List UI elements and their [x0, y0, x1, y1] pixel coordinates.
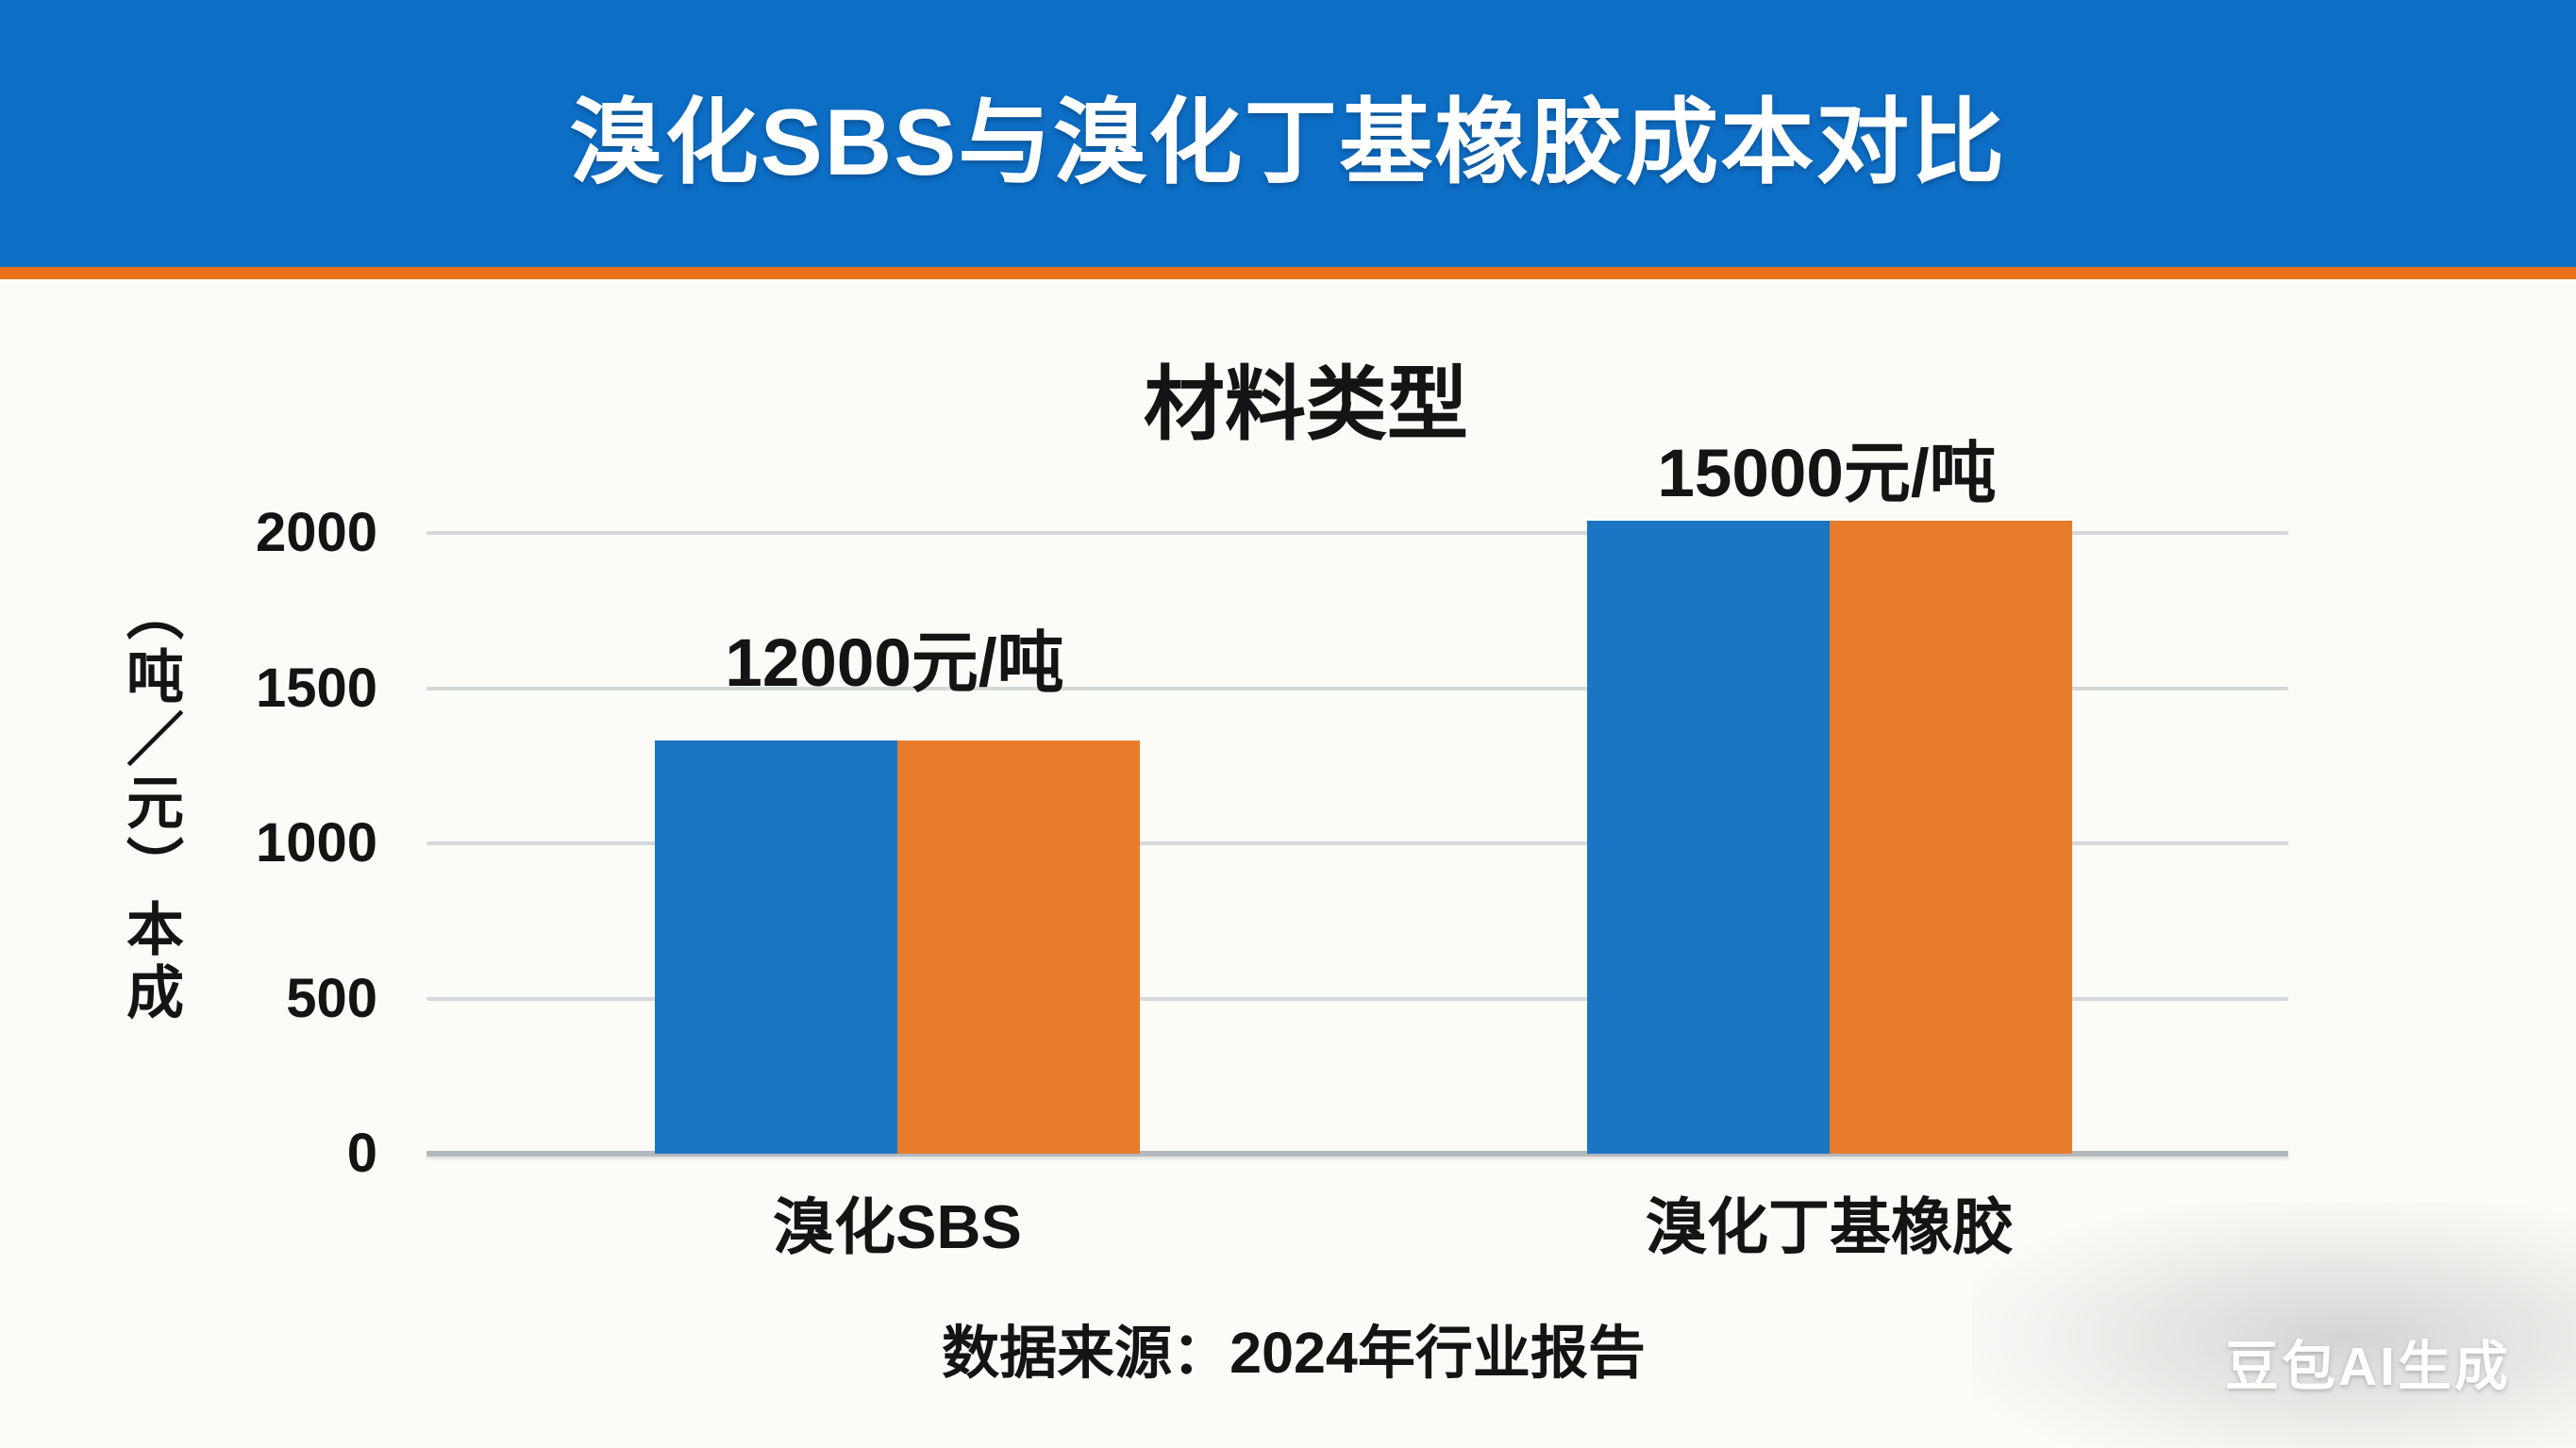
y-tick-500: 500	[286, 967, 377, 1029]
gridline-1500	[427, 686, 2288, 691]
chart-title: 材料类型	[1144, 359, 1468, 450]
bar-1-left-half	[655, 741, 897, 1154]
page-title: 溴化SBS与溴化丁基橡胶成本对比	[569, 89, 2007, 194]
bar-2-value-label: 15000元/吨	[1657, 436, 1997, 511]
bar-2-right-half	[1830, 520, 2072, 1154]
gridline-1000	[427, 841, 2288, 845]
header-accent-stripe	[0, 267, 2576, 279]
ai-watermark: 豆包AI生成	[2225, 1337, 2511, 1397]
gridline-500	[427, 996, 2288, 1001]
data-source-note: 数据来源：2024年行业报告	[942, 1321, 1646, 1385]
watermark-shade	[1972, 1203, 2576, 1448]
x-category-label-1: 溴化SBS	[773, 1192, 1022, 1261]
x-category-label-2: 溴化丁基橡胶	[1645, 1192, 2015, 1261]
y-tick-0: 0	[346, 1123, 377, 1184]
bar-1-right-half	[897, 741, 1140, 1154]
bar-2-left-half	[1587, 520, 1830, 1154]
y-tick-1500: 1500	[255, 657, 377, 719]
bar-1-value-label: 12000元/吨	[725, 626, 1064, 702]
y-axis-label: （吨／元）本成	[118, 583, 182, 1025]
x-axis-baseline	[427, 1151, 2288, 1157]
header-banner: 溴化SBS与溴化丁基橡胶成本对比	[0, 0, 2576, 267]
y-tick-1000: 1000	[255, 812, 377, 874]
gridline-2000	[427, 531, 2288, 535]
y-tick-2000: 2000	[255, 502, 377, 563]
